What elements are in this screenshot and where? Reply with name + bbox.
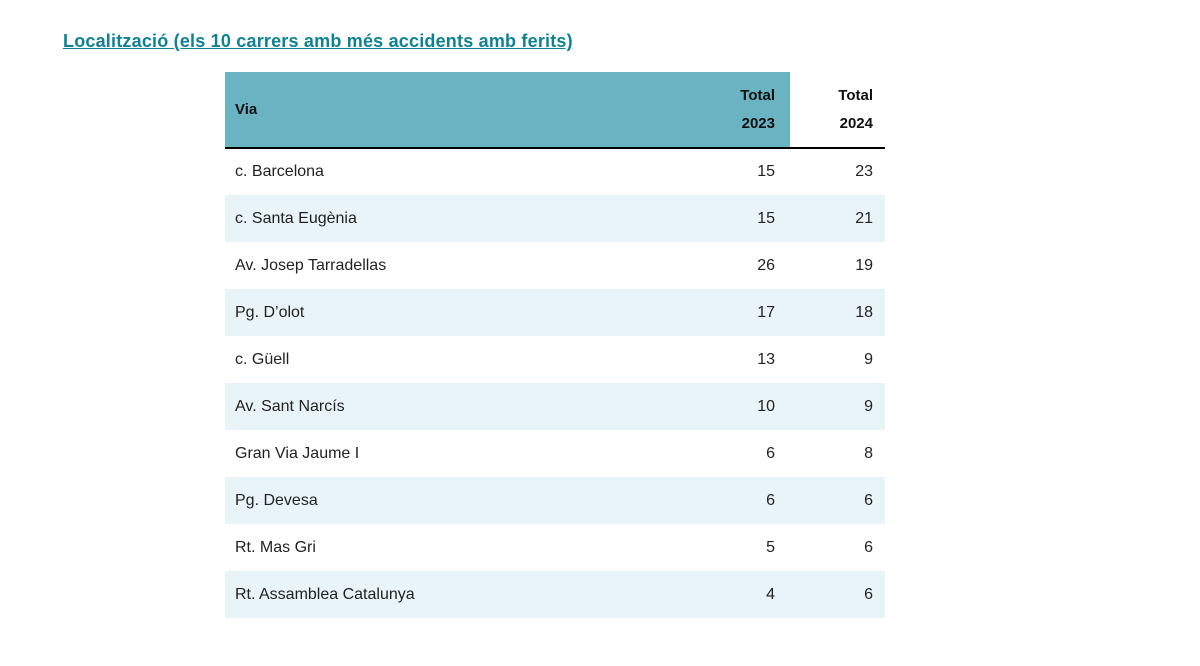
table-row: c. Barcelona 15 23 <box>225 148 885 195</box>
table-row: Pg. D’olot 17 18 <box>225 289 885 336</box>
total-2023-cell: 26 <box>757 256 775 274</box>
via-cell: c. Barcelona <box>235 163 324 180</box>
total-2024-cell: 9 <box>864 397 873 415</box>
via-cell: c. Santa Eugènia <box>235 209 357 227</box>
via-cell: Pg. Devesa <box>235 491 318 509</box>
via-cell: Rt. Assamblea Catalunya <box>235 585 415 603</box>
total-2023-cell: 17 <box>757 303 775 321</box>
total-2024-cell: 19 <box>855 256 873 274</box>
via-cell: c. Güell <box>235 350 290 368</box>
table-row: Rt. Mas Gri 5 6 <box>225 524 885 571</box>
total-2024-cell: 6 <box>864 585 873 603</box>
via-cell: Rt. Mas Gri <box>235 538 316 556</box>
page-title[interactable]: Localització (els 10 carrers amb més acc… <box>63 31 573 51</box>
table-header-row: Via Total 2023 Total 2024 <box>225 72 885 149</box>
table-row: c. Güell 13 9 <box>225 336 885 383</box>
total-2024-cell: 6 <box>864 491 873 509</box>
table-row: c. Santa Eugènia 15 21 <box>225 195 885 242</box>
accidents-table: Via Total 2023 Total 2024 c. Barcelona 1… <box>225 72 885 618</box>
table-row: Gran Via Jaume I 6 8 <box>225 430 885 477</box>
total-2024-cell: 8 <box>864 444 873 462</box>
total-2023-cell: 4 <box>766 585 775 603</box>
total-2023-cell: 10 <box>757 397 775 415</box>
header-via: Via <box>225 72 690 149</box>
total-2024-cell: 21 <box>855 209 873 227</box>
total-2023-cell: 6 <box>766 491 775 509</box>
via-cell: Av. Sant Narcís <box>235 397 345 415</box>
total-2023-cell: 6 <box>766 444 775 462</box>
total-2024-cell: 23 <box>855 163 873 180</box>
header-total-2024: Total 2024 <box>790 72 885 149</box>
via-cell: Av. Josep Tarradellas <box>235 256 387 274</box>
table-row: Pg. Devesa 6 6 <box>225 477 885 524</box>
header-total-2023: Total 2023 <box>690 72 790 149</box>
total-2023-cell: 13 <box>757 350 775 368</box>
total-2024-cell: 9 <box>864 350 873 368</box>
via-cell: Gran Via Jaume I <box>235 444 360 462</box>
table-row: Rt. Assamblea Catalunya 4 6 <box>225 571 885 618</box>
total-2023-cell: 15 <box>757 209 775 227</box>
via-cell: Pg. D’olot <box>235 303 305 321</box>
total-2023-cell: 5 <box>766 538 775 556</box>
total-2024-cell: 18 <box>855 303 873 321</box>
table-row: Av. Josep Tarradellas 26 19 <box>225 242 885 289</box>
total-2023-cell: 15 <box>757 163 775 180</box>
total-2024-cell: 6 <box>864 538 873 556</box>
table-row: Av. Sant Narcís 10 9 <box>225 383 885 430</box>
